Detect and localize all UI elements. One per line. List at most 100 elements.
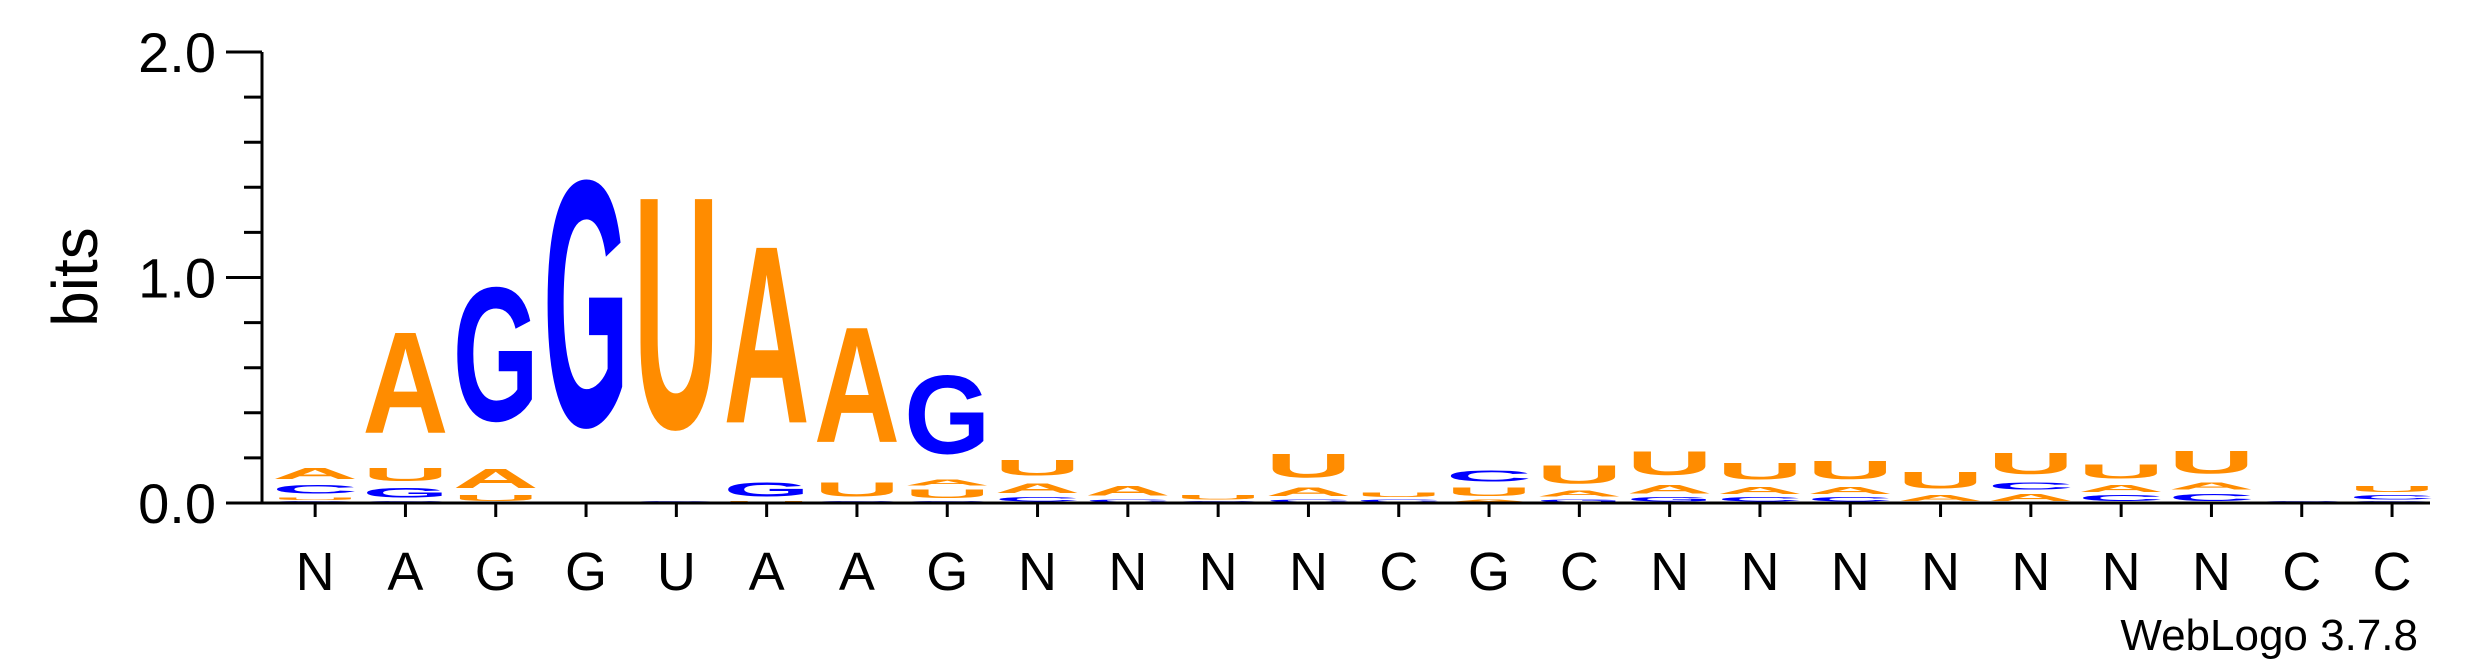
logo-letter-C: C [272,483,358,497]
logo-letter-A: A [904,478,990,487]
logo-letter-U: U [904,487,990,501]
logo-letter-U: U [2168,445,2254,481]
logo-letter-G: G [362,485,448,501]
x-tick-label: A [839,542,875,602]
logo-letter-A: A [995,480,1081,496]
logo-letter-U: U [1717,458,1803,485]
logo-letter-U: U [1446,485,1532,499]
logo-letter-U: U [272,496,358,500]
x-tick-label: N [2011,542,2050,602]
logo-letter-U: U [1356,492,1442,499]
x-tick-label: N [1650,542,1689,602]
logo-letter-A: A [1898,494,1984,503]
x-tick-label: N [1921,542,1960,602]
y-tick-label: 2.0 [138,21,216,84]
x-tick-label: C [2373,542,2412,602]
logo-column-12: CAU [1265,447,1351,503]
x-tick-label: C [1379,542,1418,602]
x-tick-label: N [2192,542,2231,602]
x-tick-label: N [1108,542,1147,602]
logo-column-14: AUC [1446,467,1532,503]
x-tick-label: N [1289,542,1328,602]
logo-column-18: CAU [1807,456,1893,503]
logo-column-4: G [543,108,629,501]
logo-letter-A: A [1988,492,2074,503]
logo-column-2: CGUA [362,303,448,503]
logo-letter-A: A [1446,498,1532,502]
logo-column-21: CAU [2078,460,2164,503]
logo-letter-A: A [1807,485,1893,496]
x-tick-label: U [657,542,696,602]
x-tick-label: N [1831,542,1870,602]
x-tick-label: N [296,542,335,602]
logo-column-15: GAU [1536,460,1622,503]
y-axis-label: bits [39,227,111,327]
logo-letter-G: G [1627,496,1713,503]
logo-letter-A: A [453,463,539,494]
y-axis: 0.0 1.0 2.0 bits [39,21,264,535]
logo-letter-U: U [995,456,1081,481]
logo-letter-C: C [2078,494,2164,503]
logo-letter-U: U [633,127,719,498]
logo-letter-A: A [1627,483,1713,497]
logo-letter-U: U [1898,467,1984,494]
logo-column-3: UAG [453,249,539,503]
logo-letter-U: U [2078,460,2164,482]
logo-column-19: AU [1898,467,1984,503]
logo-letter-A: A [1085,483,1171,499]
x-tick-label: G [475,542,517,602]
logo-letter-C: C [1807,496,1893,503]
logo-letter-U: U [1807,456,1893,485]
weblogo-credit: WebLogo 3.7.8 [2120,611,2418,660]
logo-letter-U: U [1627,444,1713,482]
logo-column-10: CA [1085,483,1171,503]
x-tick-label: A [749,542,785,602]
logo-column-22: CAU [2168,445,2254,503]
logo-letter-U: U [1988,447,2074,481]
x-tick-label: N [1740,542,1779,602]
logo-letter-U: U [362,465,448,485]
logo-column-6: UGA [724,193,810,503]
logo-letter-C: C [1988,480,2074,491]
y-tick-label: 0.0 [138,472,216,535]
x-tick-label: A [387,542,423,602]
x-tick-label: G [1468,542,1510,602]
logo-column-16: GAU [1627,444,1713,503]
logo-letter-A: A [814,293,900,478]
x-tick-label: C [1560,542,1599,602]
logo-column-8: CUAG [904,351,990,503]
logo-letter-A: A [272,465,358,483]
logo-letter-C: C [1717,496,1803,503]
logo-letter-C: C [1446,467,1532,485]
logo-letter-G: G [543,108,629,501]
logo-letter-C: C [995,496,1081,503]
x-tick-label: G [926,542,968,602]
logo-letter-U: U [814,478,900,500]
y-tick-label: 1.0 [138,247,216,310]
y-axis-minor-ticks [244,95,262,460]
logo-column-7: CUA [814,293,900,503]
logo-letter-A: A [724,193,810,476]
logo-letter-U: U [453,494,539,503]
logo-letter-A: A [1265,485,1351,499]
logo-column-13: CU [1356,492,1442,503]
logo-letter-U: U [1265,447,1351,485]
logo-letter-G: G [453,249,539,462]
logo-column-5: GU [633,127,719,503]
x-tick-label: N [1199,542,1238,602]
y-axis-ticks: 0.0 1.0 2.0 [138,21,262,535]
logo-letter-C: C [1085,498,1171,502]
x-tick-label: G [565,542,607,602]
logo-letter-C: C [1265,498,1351,502]
x-tick-label: C [2282,542,2321,602]
logo-letter-A: A [1717,485,1803,496]
logo-letter-A: A [2078,483,2164,494]
logo-letter-U: U [2349,485,2435,494]
logo-column-24: GCU [2349,485,2435,503]
logo-letter-G: G [724,478,810,501]
logo-letter-U: U [1175,494,1261,501]
logo-letter-G: G [1536,498,1622,503]
logo-letter-C: C [1356,498,1442,502]
